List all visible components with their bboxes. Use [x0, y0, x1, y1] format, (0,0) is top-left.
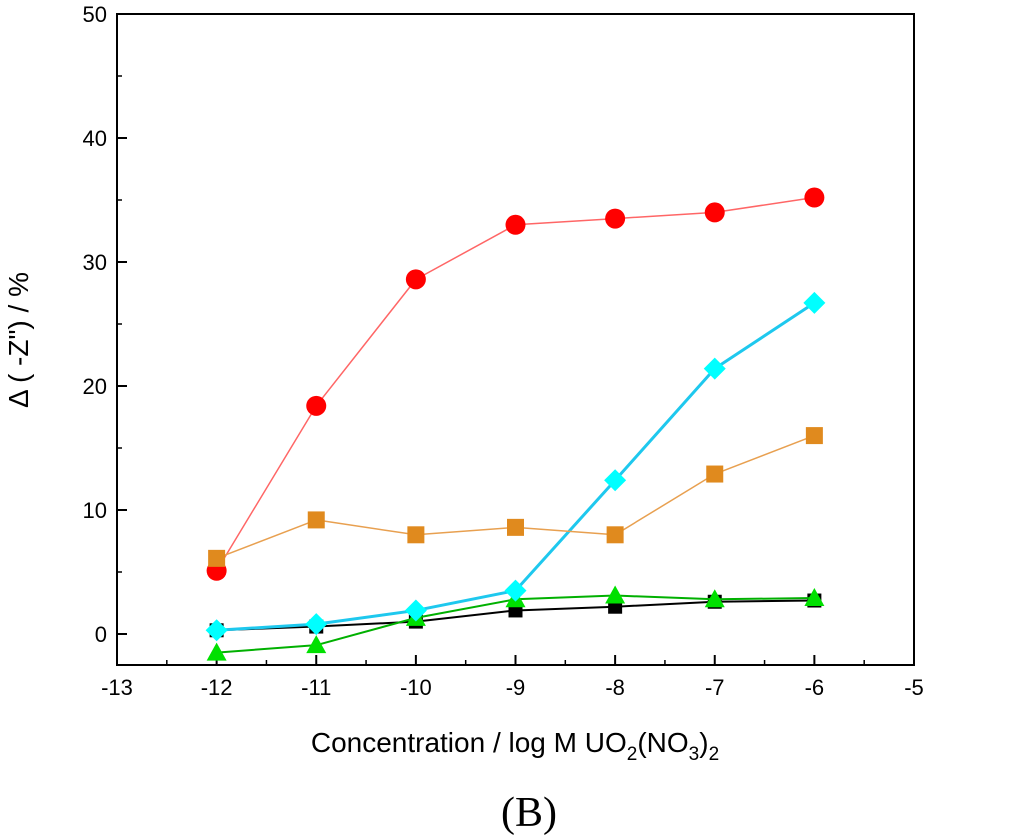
data-point [805, 427, 823, 445]
data-point [306, 635, 327, 654]
x-tick-label: -12 [201, 675, 233, 700]
data-point [407, 526, 425, 544]
x-tick-label: -7 [705, 675, 725, 700]
x-tick-label: -5 [904, 675, 924, 700]
plot-frame [116, 13, 915, 666]
series-line [215, 196, 815, 572]
data-point [704, 202, 725, 223]
x-tick-label: -9 [506, 675, 526, 700]
y-tick-label: 40 [83, 126, 107, 151]
y-tick-label: 50 [83, 2, 107, 27]
data-point [405, 269, 426, 290]
x-axis-title-sub: 2 [627, 744, 638, 765]
x-axis-title-close: ) [699, 727, 708, 758]
series-2 [206, 187, 825, 581]
y-tick-label: 20 [83, 374, 107, 399]
figure-caption: (B) [501, 790, 557, 836]
y-tick-label: 30 [83, 250, 107, 275]
x-axis-title-sub: 3 [689, 744, 700, 765]
x-axis-title: Concentration / log M UO2(NO3)2 [311, 727, 719, 765]
x-tick-label: -8 [605, 675, 625, 700]
data-point [804, 187, 825, 208]
series-line [216, 434, 815, 560]
data-point [605, 585, 626, 604]
data-point [606, 526, 624, 544]
data-point [507, 518, 524, 536]
data-point [504, 579, 527, 602]
data-point [306, 395, 327, 416]
series-layer [205, 187, 826, 661]
data-point [307, 511, 325, 529]
y-axis-ticks: 0 10 20 30 40 50 [83, 2, 127, 647]
data-point [605, 208, 626, 229]
data-point [704, 589, 725, 608]
x-tick-label: -6 [805, 675, 825, 700]
x-tick-label: -10 [400, 675, 432, 700]
data-point [703, 357, 726, 380]
x-axis-title-mid: (NO [637, 727, 688, 758]
data-point [208, 549, 226, 567]
data-point [206, 642, 227, 661]
x-axis-title-sub: 2 [709, 744, 720, 765]
data-point [803, 291, 826, 314]
y-tick-label: 10 [83, 498, 107, 523]
data-point [305, 613, 328, 636]
data-point [706, 465, 724, 483]
x-tick-label: -13 [101, 675, 133, 700]
series-4 [205, 291, 826, 642]
x-tick-label: -11 [301, 675, 331, 700]
data-point [404, 599, 427, 622]
series-5 [208, 427, 823, 567]
y-tick-label: 0 [95, 622, 107, 647]
data-point [804, 588, 825, 607]
y-axis-title: Δ ( -Z") / % [3, 272, 34, 408]
data-point [505, 214, 526, 235]
data-point [604, 469, 627, 492]
data-point [205, 619, 228, 642]
x-axis-title-main: Concentration / log M UO [311, 727, 627, 758]
x-axis-ticks: -13 -12 -11 -10 -9 -8 -7 -6 -5 [101, 655, 924, 700]
